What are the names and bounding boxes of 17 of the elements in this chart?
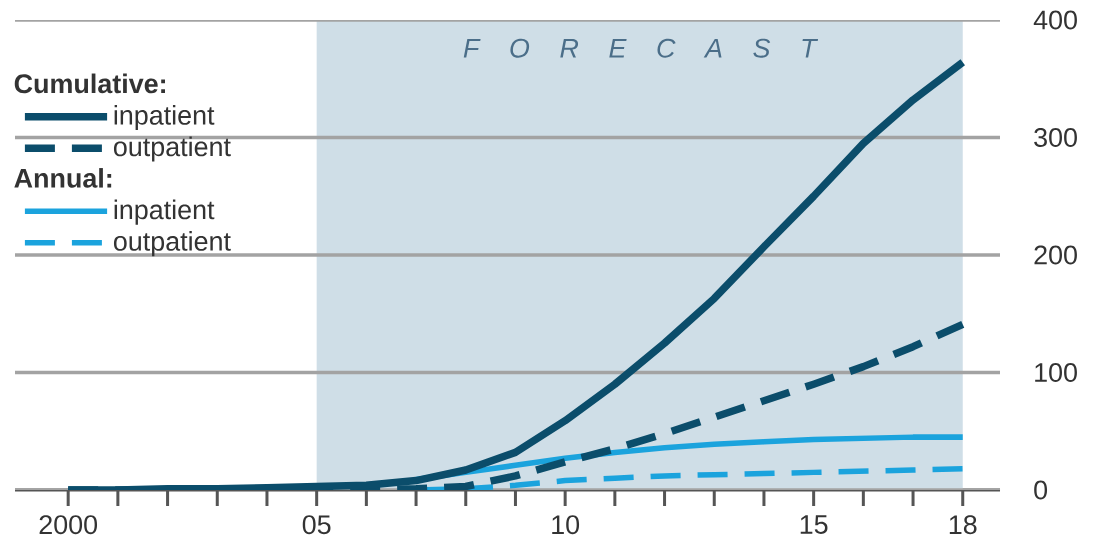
legend-label: outpatient [113, 231, 231, 257]
x-tick-label: 10 [552, 515, 580, 535]
legend-label: outpatient [113, 136, 231, 162]
y-tick-label: 300 [1034, 127, 1077, 148]
legend-label: inpatient [114, 199, 215, 225]
x-tick-label: 05 [302, 515, 331, 535]
y-tick-label: 200 [1034, 245, 1077, 265]
y-tick-label: 100 [1035, 362, 1077, 383]
annotation: Cumulative: [14, 73, 165, 94]
x-tick-label: 18 [949, 515, 977, 535]
x-tick-label: 2000 [39, 515, 98, 535]
annotation: Annual: [14, 168, 112, 188]
y-tick-label: 400 [1033, 10, 1077, 30]
band-label: F O R E C A S T [463, 38, 819, 58]
x-tick-label: 15 [800, 515, 828, 534]
y-tick-label: 0 [1034, 480, 1048, 500]
legend-label: inpatient [114, 105, 215, 131]
